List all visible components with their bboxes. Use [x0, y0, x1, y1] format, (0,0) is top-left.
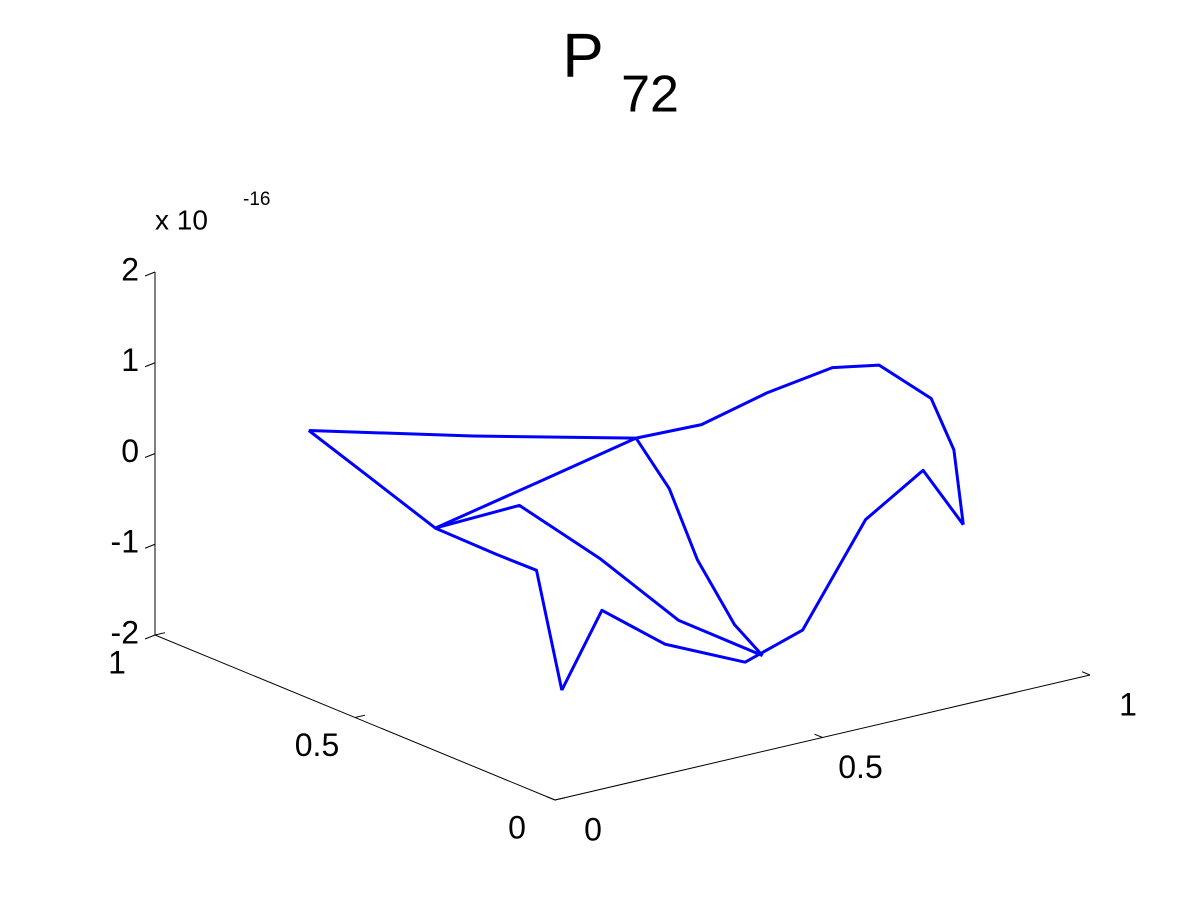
- y-tick-label: 0.5: [295, 727, 339, 763]
- z-tick: [144, 362, 156, 368]
- surface-curve: [308, 363, 965, 525]
- z-tick-label: 1: [121, 342, 139, 378]
- x-tick: [546, 796, 556, 801]
- z-exponent: -16: [243, 189, 270, 210]
- surface-curve: [560, 468, 965, 691]
- z-tick-label: -1: [111, 524, 139, 560]
- surface-curve: [434, 436, 637, 530]
- surface-curve: [307, 429, 564, 691]
- y-tick: [554, 797, 566, 801]
- x-tick: [1081, 671, 1091, 676]
- chart-title-subscript: 72: [621, 66, 679, 124]
- x-tick-label: 1: [1119, 686, 1137, 722]
- z-tick-label: 0: [121, 433, 139, 469]
- z-multiplier: x 10: [155, 204, 208, 235]
- chart-title: P: [562, 21, 603, 90]
- z-tick-label: -2: [111, 614, 139, 650]
- x-tick-label: 0.5: [838, 749, 882, 785]
- z-tick: [144, 453, 156, 458]
- z-tick: [144, 634, 156, 640]
- x-tick-label: 0: [584, 811, 602, 847]
- y-tick-label: 0: [508, 809, 526, 845]
- x-tick: [814, 733, 823, 738]
- y-tick-label: 1: [108, 644, 126, 680]
- y-tick: [154, 632, 166, 636]
- surface-curve: [434, 503, 764, 657]
- y-tick: [354, 714, 366, 718]
- z-tick: [144, 271, 156, 277]
- z-tick-label: 2: [121, 251, 139, 287]
- z-tick: [144, 543, 156, 549]
- surface-curve: [634, 437, 764, 657]
